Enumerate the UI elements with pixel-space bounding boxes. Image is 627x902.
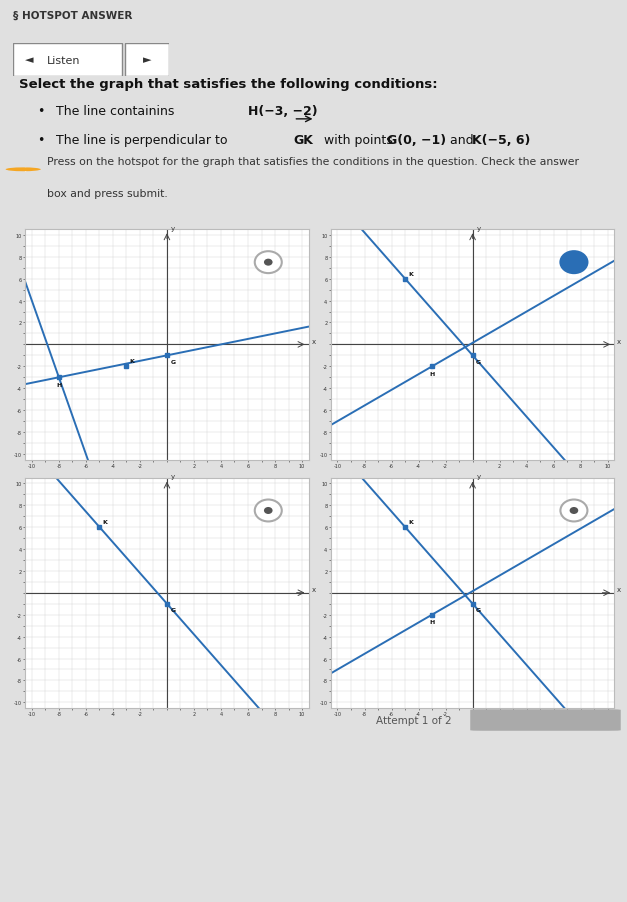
Text: Press on the hotspot for the graph that satisfies the conditions in the question: Press on the hotspot for the graph that … (47, 156, 579, 166)
Text: x: x (312, 339, 315, 345)
Circle shape (565, 504, 582, 518)
Circle shape (255, 252, 282, 274)
Text: Listen: Listen (47, 55, 80, 66)
Text: K: K (103, 520, 108, 525)
Circle shape (569, 508, 578, 514)
Text: Submit: Submit (525, 715, 566, 725)
Text: The line is perpendicular to: The line is perpendicular to (56, 133, 232, 147)
Circle shape (255, 500, 282, 522)
Text: § HOTSPOT ANSWER: § HOTSPOT ANSWER (13, 11, 132, 21)
Text: K: K (408, 520, 413, 525)
FancyBboxPatch shape (13, 44, 122, 77)
Text: y: y (477, 226, 481, 232)
Text: Attempt 1 of 2: Attempt 1 of 2 (376, 715, 452, 725)
Text: •: • (38, 133, 45, 147)
Text: y: y (171, 226, 175, 232)
Text: ►: ► (143, 55, 152, 66)
Text: x: x (312, 587, 315, 593)
Circle shape (6, 168, 41, 172)
Text: y: y (171, 474, 175, 480)
Text: G: G (171, 608, 176, 612)
Text: H: H (429, 372, 435, 377)
FancyBboxPatch shape (125, 44, 169, 77)
Text: x: x (617, 339, 621, 345)
Circle shape (561, 500, 587, 522)
Text: box and press submit.: box and press submit. (47, 189, 168, 198)
Text: •: • (38, 105, 45, 117)
Circle shape (561, 252, 587, 274)
Text: H: H (56, 382, 61, 388)
Text: H: H (429, 620, 435, 625)
Text: G: G (171, 360, 176, 364)
FancyBboxPatch shape (470, 710, 621, 731)
Circle shape (264, 260, 273, 266)
Text: y: y (477, 474, 481, 480)
Text: G(0, −1): G(0, −1) (387, 133, 446, 147)
Text: H(−3, −2): H(−3, −2) (248, 105, 317, 117)
Text: GK: GK (293, 133, 314, 147)
Circle shape (260, 256, 277, 270)
Text: K: K (408, 272, 413, 277)
Text: x: x (617, 587, 621, 593)
Circle shape (264, 508, 273, 514)
Text: G: G (476, 360, 481, 364)
Text: →: → (19, 165, 28, 175)
Text: Select the graph that satisfies the following conditions:: Select the graph that satisfies the foll… (19, 78, 438, 91)
Circle shape (260, 504, 277, 518)
Text: G: G (476, 608, 481, 612)
Text: and: and (446, 133, 478, 147)
Text: The line containins: The line containins (56, 105, 179, 117)
Text: with points: with points (320, 133, 396, 147)
Text: K(−5, 6): K(−5, 6) (472, 133, 530, 147)
Text: ◄: ◄ (25, 55, 34, 66)
Text: K: K (130, 359, 135, 364)
